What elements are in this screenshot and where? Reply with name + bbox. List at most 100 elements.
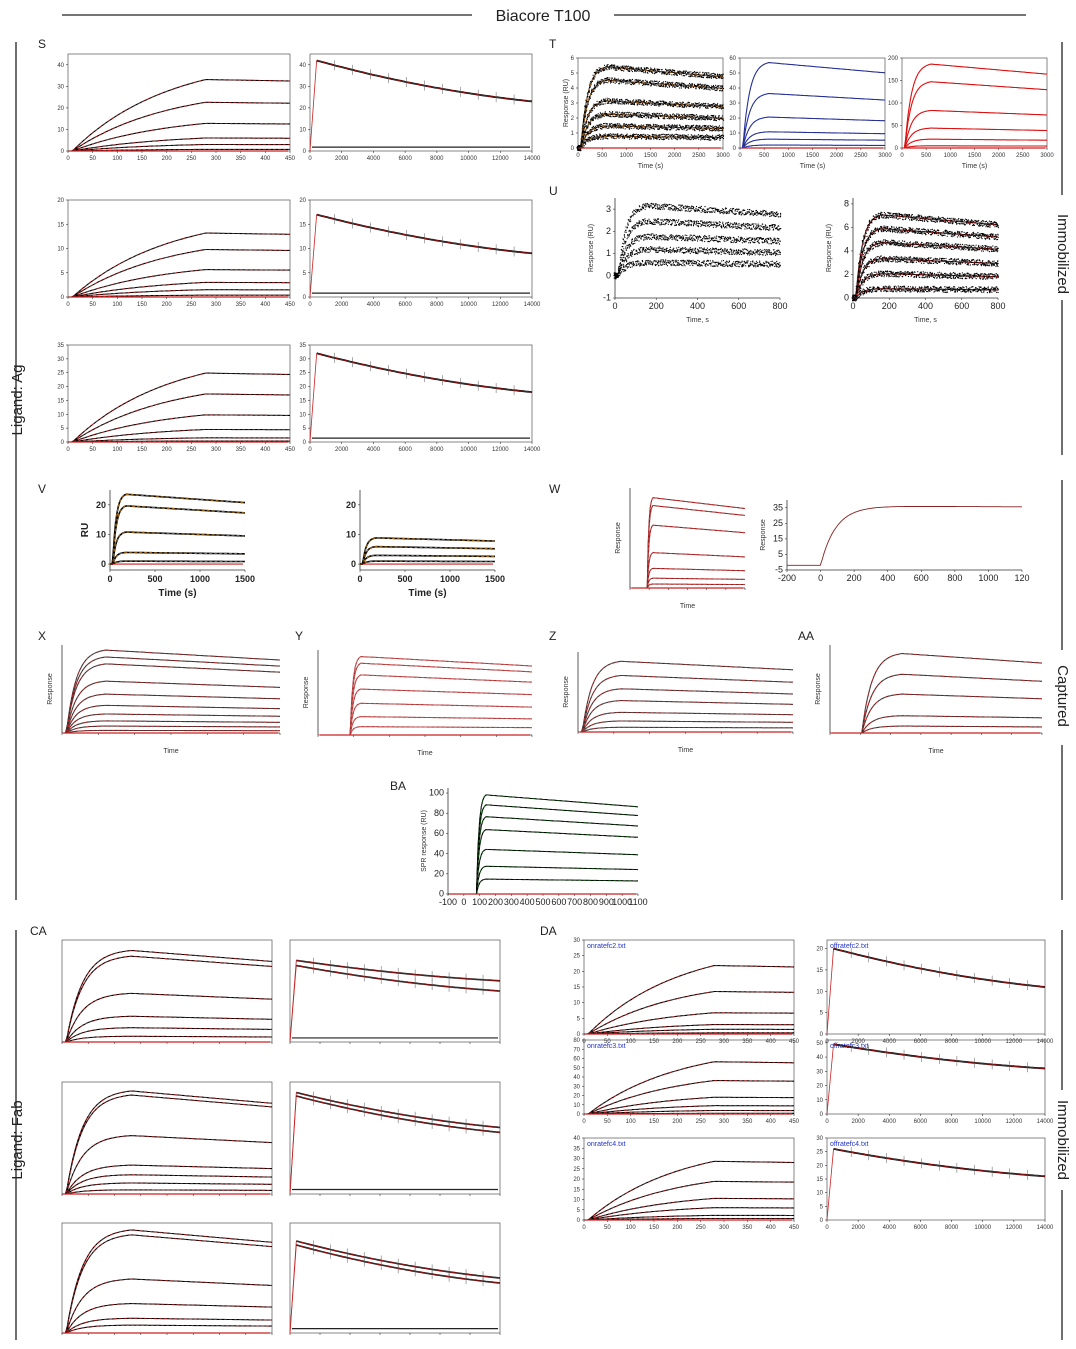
data-point — [743, 240, 745, 242]
data-point — [690, 239, 692, 241]
data-point — [596, 86, 598, 88]
data-point — [700, 211, 702, 213]
data-point — [677, 102, 679, 104]
label-ligand-fab: Ligand: Fab — [9, 1100, 26, 1179]
injection-spike — [309, 214, 318, 298]
data-point — [645, 117, 647, 119]
data-point — [608, 102, 610, 104]
data-point — [731, 241, 733, 243]
data-point — [633, 127, 635, 129]
data-point — [666, 124, 668, 126]
data-point — [610, 137, 613, 139]
y-tick-label: 35 — [299, 343, 306, 349]
data-point — [616, 69, 618, 71]
data-point — [628, 245, 630, 247]
data-point — [635, 100, 637, 102]
data-point — [712, 221, 714, 223]
data-point — [655, 72, 657, 74]
data-point — [715, 221, 718, 223]
x-tick-label: 12000 — [492, 447, 509, 453]
data-point — [728, 212, 730, 214]
y-tick-label: 0 — [303, 440, 307, 446]
data-point — [755, 209, 758, 212]
data-point — [632, 226, 634, 228]
data-point — [646, 104, 648, 106]
x-tick-label: 1000 — [782, 153, 796, 159]
data-point — [676, 125, 678, 127]
data-point — [634, 83, 636, 85]
data-point — [625, 226, 627, 228]
data-point — [658, 247, 660, 249]
data-point — [606, 123, 608, 125]
data-point — [683, 222, 685, 224]
data-point — [715, 77, 718, 79]
data-point — [657, 128, 660, 130]
data-point — [725, 213, 728, 215]
data-point — [625, 68, 628, 71]
x-tick-label: 600 — [731, 301, 746, 311]
data-point — [759, 227, 761, 229]
data-point — [650, 67, 652, 69]
data-point — [673, 206, 676, 208]
data-point — [758, 224, 760, 226]
label-immobilized-top: Immobilized — [1054, 214, 1071, 294]
data-point — [638, 79, 640, 81]
y-tick-label: 15 — [57, 222, 64, 228]
data-point — [613, 127, 615, 129]
data-point — [602, 126, 604, 128]
data-point — [635, 240, 637, 242]
data-point — [681, 237, 683, 239]
data-point — [631, 230, 633, 232]
data-point — [731, 210, 733, 212]
data-point — [634, 213, 636, 215]
data-point — [646, 101, 648, 103]
fit-line — [68, 249, 290, 298]
data-point — [700, 139, 702, 141]
data-point — [721, 89, 724, 91]
data-point — [625, 241, 627, 243]
data-point — [695, 207, 697, 209]
data-point — [737, 236, 740, 238]
data-point — [624, 128, 626, 130]
data-point — [624, 243, 626, 245]
data-point — [714, 211, 716, 213]
data-point — [632, 228, 635, 230]
data-point — [773, 241, 775, 243]
plot-frame — [739, 57, 886, 149]
fit-line — [68, 79, 291, 152]
data-point — [715, 135, 717, 137]
data-point — [722, 127, 725, 129]
data-point — [735, 227, 737, 229]
panel-label-t: T — [549, 37, 557, 51]
data-point — [661, 224, 663, 226]
data-point — [740, 210, 742, 213]
data-point — [739, 224, 741, 226]
x-tick-label: 400 — [260, 302, 271, 308]
data-point — [637, 99, 639, 101]
data-point — [658, 138, 661, 141]
data-point — [655, 220, 657, 222]
data-point — [724, 236, 726, 238]
y-tick-label: 0 — [571, 146, 575, 152]
data-point — [677, 135, 679, 137]
plot-frame — [309, 53, 533, 152]
data-point — [604, 137, 606, 139]
data-point — [642, 206, 645, 208]
data-point — [639, 68, 641, 70]
data-point — [730, 208, 732, 210]
data-point — [734, 210, 736, 212]
data-point — [680, 104, 682, 107]
data-point — [613, 133, 615, 135]
data-point — [705, 223, 707, 225]
data-point — [623, 263, 625, 265]
data-point — [635, 222, 638, 224]
data-point — [678, 129, 680, 131]
data-point — [671, 74, 673, 76]
data-point — [631, 253, 633, 256]
data-point — [715, 120, 718, 122]
data-point — [677, 82, 680, 84]
data-point — [664, 234, 666, 236]
data-point — [629, 232, 631, 234]
data-point — [721, 237, 723, 239]
data-point — [724, 238, 726, 241]
